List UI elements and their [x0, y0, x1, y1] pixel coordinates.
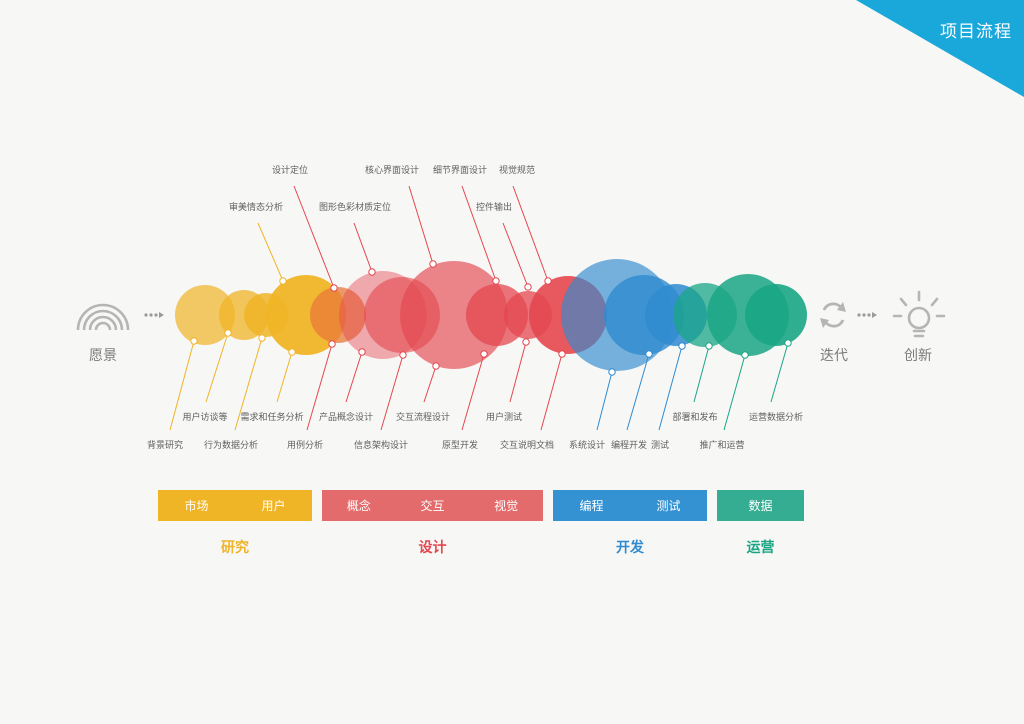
- annotation-label: 需求和任务分析: [240, 411, 303, 423]
- corner-title: 项目流程: [940, 22, 1012, 42]
- annotation-label: 控件输出: [476, 201, 512, 213]
- phase-item: 市场: [184, 499, 209, 513]
- annotation-label: 交互流程设计: [396, 411, 450, 423]
- callouts-top: [257, 185, 549, 289]
- phase-title-ops: 运营: [746, 540, 775, 556]
- end-label: 创新: [904, 348, 932, 364]
- phase-item: 数据: [748, 499, 773, 513]
- phase-item: 概念: [346, 499, 371, 513]
- arrow-right-icon: [144, 312, 164, 318]
- annotation-label: 信息架构设计: [354, 439, 408, 451]
- bubble-row: [175, 259, 807, 371]
- annotation-label: 产品概念设计: [319, 411, 373, 423]
- bubble: [310, 287, 366, 343]
- phase-title-dev: 开发: [616, 540, 644, 556]
- annotation-label: 运营数据分析: [749, 411, 803, 423]
- corner-banner: [856, 0, 1024, 97]
- bubble: [400, 261, 508, 369]
- phase-bar-dev: 编程 测试: [553, 490, 707, 521]
- callout-dots-bottom: [190, 329, 792, 376]
- annotation-label: 设计定位: [272, 164, 308, 176]
- annotation-label: 核心界面设计: [365, 164, 419, 176]
- annotation-label: 用户访谈等: [182, 411, 227, 423]
- phase-item: 编程: [579, 499, 604, 513]
- phase-title-design: 设计: [418, 540, 447, 556]
- phase-item: 视觉: [494, 499, 519, 513]
- annotation-label: 用户测试: [486, 411, 522, 423]
- annotation-label: 审美情态分析: [229, 201, 283, 213]
- iterate-label: 迭代: [820, 348, 848, 364]
- phase-item: 交互: [420, 499, 445, 513]
- bubble: [175, 285, 235, 345]
- phase-bar-research: 市场 用户: [158, 490, 312, 521]
- rainbow-icon: [76, 303, 130, 331]
- phase-item: 用户: [261, 499, 286, 513]
- phase-bar-ops: 数据: [717, 490, 804, 521]
- annotation-label: 原型开发: [442, 439, 478, 451]
- annotation-label: 细节界面设计: [433, 164, 487, 176]
- bubble: [745, 284, 807, 346]
- start-label: 愿景: [89, 348, 117, 364]
- annotation-label: 推广和运营: [699, 439, 744, 451]
- annotation-label: 用例分析: [287, 439, 323, 451]
- annotation-label: 编程开发: [611, 439, 647, 451]
- phase-item: 测试: [656, 499, 681, 513]
- annotation-labels-bottom: 用户访谈等 需求和任务分析 产品概念设计 交互流程设计 用户测试 部署和发布 运…: [147, 411, 803, 451]
- annotation-label: 系统设计: [569, 439, 605, 451]
- annotation-label: 视觉规范: [499, 164, 535, 176]
- annotation-label: 部署和发布: [672, 411, 717, 423]
- annotation-label: 行为数据分析: [204, 439, 258, 451]
- annotation-label: 交互说明文档: [500, 439, 554, 451]
- phase-title-research: 研究: [221, 540, 249, 556]
- annotation-labels-top: 设计定位 核心界面设计 细节界面设计 视觉规范 审美情态分析 图形色彩材质定位 …: [229, 164, 535, 213]
- annotation-label: 图形色彩材质定位: [319, 201, 391, 213]
- arrow-right-icon: [857, 312, 877, 318]
- phase-bar-design: 概念 交互 视觉: [322, 490, 543, 521]
- annotation-label: 测试: [651, 439, 669, 451]
- refresh-icon: [820, 302, 846, 328]
- callouts-bottom: [169, 332, 789, 431]
- callout-dots-top: [279, 260, 552, 292]
- lightbulb-icon: [892, 290, 946, 338]
- annotation-label: 背景研究: [147, 439, 183, 451]
